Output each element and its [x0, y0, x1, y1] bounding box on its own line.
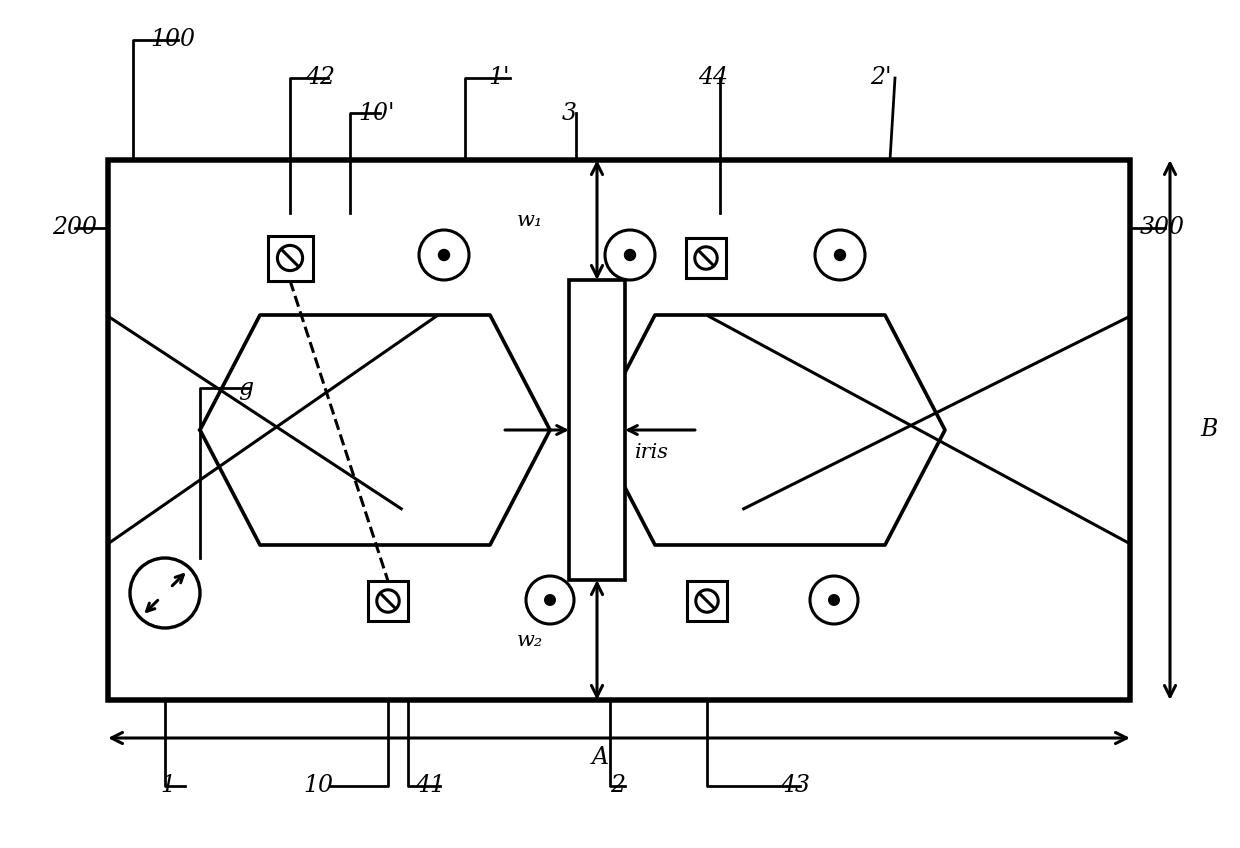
Text: 2: 2 — [610, 774, 625, 797]
Text: 100: 100 — [150, 29, 195, 52]
Bar — [686, 238, 725, 278]
Text: 2': 2' — [870, 66, 892, 90]
Bar — [268, 236, 312, 281]
Bar — [569, 280, 625, 580]
Bar — [368, 581, 408, 621]
Text: 10: 10 — [303, 774, 334, 797]
Text: 41: 41 — [415, 774, 445, 797]
Circle shape — [835, 249, 846, 260]
Text: g: g — [238, 377, 253, 399]
Bar — [108, 160, 1130, 700]
Text: 200: 200 — [52, 216, 97, 239]
Circle shape — [828, 594, 839, 605]
Text: 42: 42 — [305, 66, 335, 90]
Text: 1: 1 — [160, 774, 176, 797]
Text: iris: iris — [635, 444, 670, 462]
Circle shape — [625, 249, 635, 260]
Bar — [687, 581, 727, 621]
Text: 44: 44 — [698, 66, 728, 90]
Text: 10': 10' — [358, 102, 394, 125]
Text: 3: 3 — [562, 102, 577, 125]
Text: 1': 1' — [489, 66, 510, 90]
Text: w₂: w₂ — [517, 631, 543, 650]
Text: 43: 43 — [780, 774, 810, 797]
Text: 300: 300 — [1140, 216, 1185, 239]
Circle shape — [439, 249, 449, 260]
Text: w₁: w₁ — [517, 210, 543, 230]
Text: B: B — [1200, 419, 1218, 442]
Circle shape — [544, 594, 556, 605]
Text: A: A — [591, 746, 609, 769]
